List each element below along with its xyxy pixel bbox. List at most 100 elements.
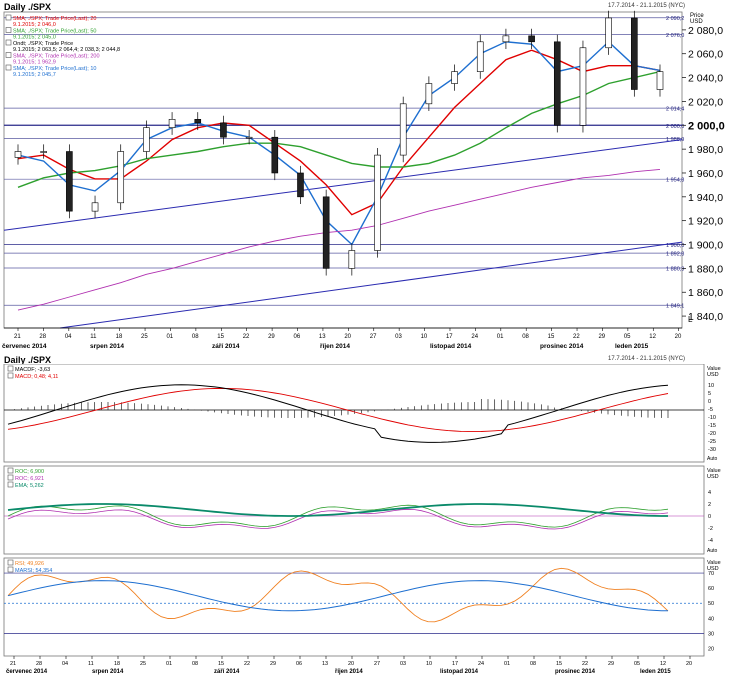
legend-marker-icon (7, 372, 14, 379)
candle-body (220, 122, 227, 138)
candle-body (66, 151, 73, 212)
date-axis-label: 18 (116, 334, 123, 340)
roc-auto-label: Auto (707, 548, 718, 554)
month-label: září 2014 (212, 343, 240, 350)
price-pane-title: Daily ./SPX (4, 2, 52, 12)
macd-signal-line (7, 387, 669, 433)
candle-body (553, 41, 561, 126)
month-label: prosinec 2014 (540, 343, 584, 350)
macd-pane-axis-unit: Value (707, 366, 721, 372)
roc-pane-axis-currency: USD (707, 474, 719, 480)
candle-body (374, 154, 381, 251)
legend-value: 9.1.2015; 2 063,5; 2 064,4; 2 038,3; 2 0… (13, 47, 120, 53)
price-axis-label: 2 020,0 (688, 96, 723, 108)
rsi-pane-area (3, 557, 705, 657)
price-chart[interactable]: 2 090,22 076,02 014,42 000,01 988,91 954… (0, 10, 736, 358)
candle-body (14, 151, 22, 158)
bottom-date-label: 15 (218, 661, 224, 667)
bottom-date-label: 10 (426, 661, 432, 667)
price-axis-label: 1 900,0 (688, 240, 723, 252)
trend-line-lower (59, 241, 683, 329)
date-axis-label: 08 (522, 334, 529, 340)
legend-marker-icon (7, 566, 14, 573)
rsi-pane-axis-unit: Value (707, 560, 721, 566)
candle-body (91, 202, 99, 212)
roc-legend-entry: ROC; 6,900 (15, 469, 44, 475)
candle-body (245, 136, 253, 139)
bottom-month-label: červenec 2014 (6, 669, 48, 675)
indicator-charts[interactable]: ValueUSD1050-5-10-15-20-25-30AutoMACDF; … (0, 364, 736, 682)
macd-axis-label: -20 (708, 431, 716, 437)
price-axis-lower-mark: L (688, 315, 693, 324)
bottom-date-label: 29 (608, 661, 614, 667)
price-axis-unit: Price (690, 13, 704, 19)
price-pane-range: 17.7.2014 - 21.1.2015 (NYC) (608, 3, 686, 9)
date-axis-label: 24 (471, 334, 478, 340)
rsi-pane-axis-currency: USD (707, 566, 719, 572)
macd-axis-label: -5 (708, 407, 713, 413)
bottom-date-label: 08 (530, 661, 536, 667)
roc-axis-label: 2 (708, 502, 711, 508)
macd-axis-label: -15 (708, 423, 716, 429)
date-axis-label: 01 (497, 334, 504, 340)
legend-entry: Ondt; ./SPX; Trade Price (13, 41, 73, 47)
indicator-pane-title: Daily ./SPX (4, 355, 52, 365)
marsi-line (7, 580, 669, 612)
rsi-axis-label: 20 (708, 646, 714, 652)
roc-ema-line (7, 503, 668, 517)
rsi-axis-label: 50 (708, 601, 714, 607)
date-axis-label: 22 (243, 334, 250, 340)
macd-legend-entry: MACD; 0,48; 4,11 (15, 374, 58, 380)
legend-marker-icon (7, 559, 14, 566)
legend-marker-icon (5, 64, 12, 71)
date-axis-label: 21 (14, 334, 21, 340)
date-axis-label: 01 (166, 334, 173, 340)
bottom-date-label: 06 (296, 661, 302, 667)
month-label: říjen 2014 (320, 343, 350, 350)
ma-line-4 (17, 168, 661, 311)
rsi-line (7, 567, 669, 623)
date-axis-label: 15 (548, 334, 555, 340)
bottom-date-label: 18 (114, 661, 120, 667)
date-axis-label: 25 (141, 334, 148, 340)
candle-body (656, 71, 664, 90)
legend-value: 9.1.2015; 2 046,0 (13, 22, 56, 28)
candle-body (297, 172, 304, 198)
legend-marker-icon (7, 467, 14, 474)
candle-body (605, 17, 612, 49)
candle-body (631, 17, 638, 90)
price-legend: SMA; ./SPX; Trade Price(Last); 209.1.201… (5, 14, 120, 78)
date-axis-label: 28 (39, 334, 46, 340)
bottom-month-label: listopad 2014 (440, 669, 479, 675)
roc-line-green (7, 504, 669, 528)
price-axis-label: 1 940,0 (688, 192, 723, 204)
candle-body (425, 83, 433, 105)
macd-legend-entry: MACDF; -3,63 (15, 367, 50, 373)
roc-axis-label: 0 (708, 514, 711, 520)
candle-body (579, 47, 587, 126)
bottom-date-label: 22 (582, 661, 588, 667)
date-axis-label: 12 (649, 334, 656, 340)
candle-body (399, 103, 407, 156)
roc-legend-entry: EMA; 5,262 (15, 483, 44, 489)
price-axis-label: 1 960,0 (688, 168, 723, 180)
bottom-date-label: 13 (322, 661, 328, 667)
rsi-axis-label: 70 (708, 571, 714, 577)
reference-line-label: 2 090,2 (666, 16, 684, 22)
candle-body (502, 35, 510, 43)
legend-marker-icon (5, 14, 12, 21)
date-axis-label: 05 (624, 334, 631, 340)
reference-line-label: 1 900,0 (666, 243, 684, 249)
roc-pane-area (3, 465, 705, 555)
date-axis-label: 04 (65, 334, 72, 340)
bottom-date-label: 20 (348, 661, 354, 667)
month-label: srpen 2014 (90, 343, 124, 350)
macd-line (7, 384, 669, 443)
rsi-axis-label: 60 (708, 586, 714, 592)
bottom-date-label: 11 (88, 661, 94, 667)
legend-entry: SMA; ./SPX; Trade Price(Last); 200 (13, 54, 100, 60)
legend-entry: SMA; ./SPX; Trade Price(Last); 20 (13, 16, 96, 22)
roc-line-purple (7, 508, 669, 530)
roc-legend-entry: ROC; 6,921 (15, 476, 44, 482)
roc-axis-label: -2 (708, 526, 713, 532)
